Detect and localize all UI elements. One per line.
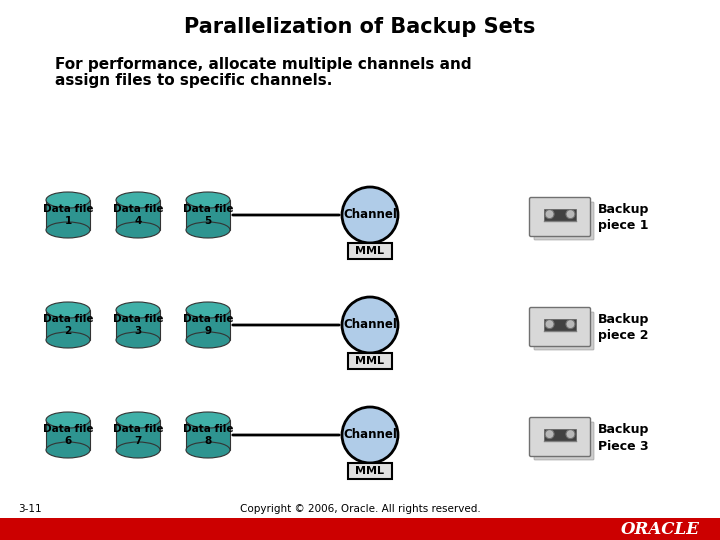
Circle shape [566, 320, 575, 329]
Text: assign files to specific channels.: assign files to specific channels. [55, 73, 333, 89]
Circle shape [545, 320, 554, 329]
Ellipse shape [116, 302, 160, 318]
Circle shape [342, 297, 398, 353]
Polygon shape [186, 310, 230, 340]
Ellipse shape [186, 192, 230, 208]
Text: Data file
2: Data file 2 [42, 314, 94, 336]
FancyBboxPatch shape [544, 429, 576, 441]
Polygon shape [186, 200, 230, 230]
Circle shape [566, 430, 575, 438]
Text: Data file
4: Data file 4 [113, 204, 163, 226]
Ellipse shape [186, 442, 230, 458]
Circle shape [342, 187, 398, 243]
Text: MML: MML [356, 356, 384, 366]
Ellipse shape [186, 302, 230, 318]
Text: Data file
9: Data file 9 [183, 314, 233, 336]
Text: Parallelization of Backup Sets: Parallelization of Backup Sets [184, 17, 536, 37]
Circle shape [545, 210, 554, 219]
Text: Backup: Backup [598, 423, 649, 436]
Text: Backup: Backup [598, 204, 649, 217]
Ellipse shape [116, 222, 160, 238]
Ellipse shape [116, 412, 160, 428]
Ellipse shape [46, 302, 90, 318]
Text: Backup: Backup [598, 314, 649, 327]
FancyBboxPatch shape [534, 312, 594, 350]
Polygon shape [116, 310, 160, 340]
Polygon shape [46, 200, 90, 230]
Text: MML: MML [356, 466, 384, 476]
Text: piece 2: piece 2 [598, 329, 649, 342]
Circle shape [545, 430, 554, 438]
FancyBboxPatch shape [348, 243, 392, 259]
Ellipse shape [46, 192, 90, 208]
Text: Data file
5: Data file 5 [183, 204, 233, 226]
FancyBboxPatch shape [529, 417, 590, 456]
FancyBboxPatch shape [544, 319, 576, 332]
Text: Data file
3: Data file 3 [113, 314, 163, 336]
Polygon shape [186, 420, 230, 450]
Polygon shape [116, 200, 160, 230]
Text: Copyright © 2006, Oracle. All rights reserved.: Copyright © 2006, Oracle. All rights res… [240, 504, 480, 514]
Circle shape [566, 210, 575, 219]
FancyBboxPatch shape [348, 463, 392, 479]
Ellipse shape [186, 222, 230, 238]
Circle shape [342, 407, 398, 463]
Text: Data file
6: Data file 6 [42, 424, 94, 446]
Ellipse shape [46, 222, 90, 238]
FancyBboxPatch shape [544, 208, 576, 221]
Text: 3-11: 3-11 [18, 504, 42, 514]
Ellipse shape [46, 332, 90, 348]
Polygon shape [46, 310, 90, 340]
FancyBboxPatch shape [534, 202, 594, 240]
Polygon shape [46, 420, 90, 450]
Text: MML: MML [356, 246, 384, 256]
Text: piece 1: piece 1 [598, 219, 649, 233]
Text: Data file
7: Data file 7 [113, 424, 163, 446]
FancyBboxPatch shape [534, 422, 594, 460]
Text: For performance, allocate multiple channels and: For performance, allocate multiple chann… [55, 57, 472, 71]
Polygon shape [116, 420, 160, 450]
Text: Data file
8: Data file 8 [183, 424, 233, 446]
Text: Channel: Channel [343, 208, 397, 221]
Ellipse shape [186, 332, 230, 348]
Text: ORACLE: ORACLE [621, 521, 700, 537]
Ellipse shape [116, 192, 160, 208]
Ellipse shape [116, 332, 160, 348]
FancyBboxPatch shape [348, 353, 392, 369]
Text: Channel: Channel [343, 319, 397, 332]
Ellipse shape [186, 412, 230, 428]
Ellipse shape [116, 442, 160, 458]
Ellipse shape [46, 442, 90, 458]
Ellipse shape [46, 412, 90, 428]
Text: Channel: Channel [343, 429, 397, 442]
FancyBboxPatch shape [529, 307, 590, 347]
Polygon shape [0, 518, 720, 540]
Text: Piece 3: Piece 3 [598, 440, 649, 453]
FancyBboxPatch shape [529, 198, 590, 237]
Text: Data file
1: Data file 1 [42, 204, 94, 226]
